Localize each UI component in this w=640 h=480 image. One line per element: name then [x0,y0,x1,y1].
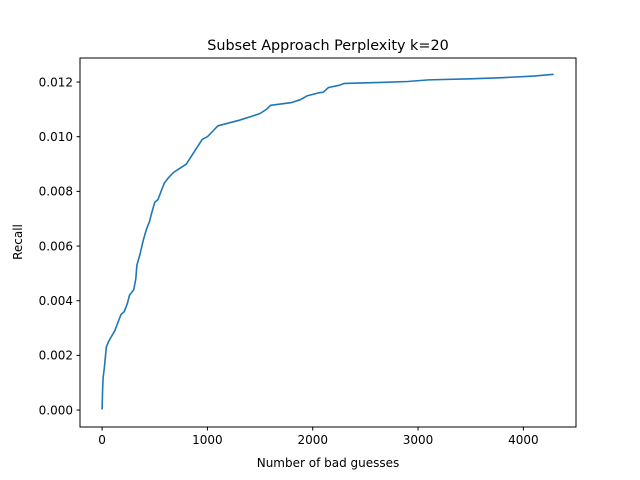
series-group [101,73,554,410]
plot-frame [79,57,577,428]
plot-area [79,57,577,428]
x-axis: 0 1000 2000 3000 4000 [98,427,539,447]
y-tick-label: 0.006 [39,239,73,253]
y-tick-label: 0.000 [39,403,73,417]
chart-title: Subset Approach Perplexity k=20 [207,38,449,54]
y-tick-label: 0.010 [39,130,73,144]
y-tick-label: 0.004 [39,294,73,308]
y-tick-label: 0.012 [39,75,73,89]
y-axis-label: Recall [11,224,25,260]
recall-series-line [101,73,554,410]
y-tick-label: 0.002 [39,349,73,363]
y-axis: 0.000 0.002 0.004 0.006 0.008 0.010 0.012 [39,75,80,417]
y-tick-label: 0.008 [39,185,73,199]
x-tick-label: 1000 [192,433,223,447]
x-axis-label: Number of bad guesses [257,456,400,470]
x-tick-label: 2000 [297,433,328,447]
x-tick-label: 4000 [508,433,539,447]
x-tick-label: 0 [98,433,106,447]
x-tick-label: 3000 [403,433,434,447]
